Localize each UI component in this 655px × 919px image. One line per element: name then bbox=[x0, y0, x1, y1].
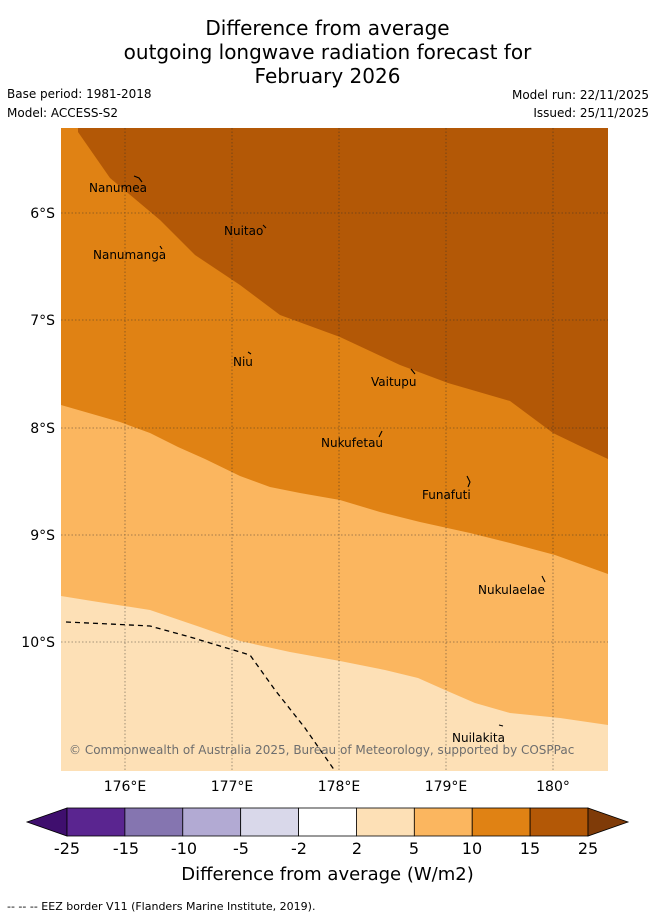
model-name: Model: ACCESS-S2 bbox=[7, 106, 119, 120]
latitude-labels: 6°S 7°S 8°S 9°S 10°S bbox=[21, 206, 55, 651]
colorbar-tick-label: -5 bbox=[233, 839, 249, 858]
place-label-nuilakita: Nuilakita bbox=[452, 731, 505, 745]
place-label-nukufetau: Nukufetau bbox=[321, 436, 383, 450]
field-2-5 bbox=[61, 596, 608, 771]
field-15-25 bbox=[78, 128, 608, 459]
title-line-1: Difference from average bbox=[205, 16, 450, 40]
island-shape bbox=[466, 475, 471, 488]
lat-label: 7°S bbox=[30, 313, 55, 329]
colorbar-segment bbox=[471, 807, 531, 837]
lon-label: 179°E bbox=[425, 779, 468, 795]
colorbar-segment bbox=[124, 807, 184, 837]
longitude-labels: 176°E 177°E 178°E 179°E 180° bbox=[104, 779, 570, 795]
title-line-3: February 2026 bbox=[254, 64, 401, 88]
issued-date: Issued: 25/11/2025 bbox=[533, 106, 649, 120]
colorbar-segment bbox=[182, 807, 242, 837]
colorbar-tick-label: -15 bbox=[112, 839, 140, 858]
place-label-niu: Niu bbox=[233, 355, 253, 369]
model-run: Model run: 22/11/2025 bbox=[511, 88, 649, 102]
lon-label: 177°E bbox=[211, 779, 254, 795]
colorbar-tick-label: -25 bbox=[53, 839, 81, 858]
colorbar-segment bbox=[66, 807, 126, 837]
map-title: Difference from average outgoing longwav… bbox=[0, 16, 655, 88]
title-line-2: outgoing longwave radiation forecast for bbox=[123, 40, 532, 64]
colorbar-tick-label: 15 bbox=[519, 839, 541, 858]
place-label-vaitupu: Vaitupu bbox=[371, 375, 417, 389]
island-shape bbox=[498, 724, 504, 727]
place-label-nanumea: Nanumea bbox=[89, 181, 147, 195]
colorbar-tick-label: 2 bbox=[351, 839, 363, 858]
colorbar-tick-label: -2 bbox=[291, 839, 307, 858]
island-shape bbox=[541, 575, 546, 583]
lat-label: 6°S bbox=[30, 206, 55, 222]
colorbar-segment bbox=[413, 807, 473, 837]
place-label-funafuti: Funafuti bbox=[422, 488, 471, 502]
lon-label: 180° bbox=[536, 779, 570, 795]
island-shape bbox=[262, 224, 267, 229]
place-label-nukulaelae: Nukulaelae bbox=[478, 583, 545, 597]
place-labels: Nanumea Nuitao Nanumanga Niu Vaitupu Nuk… bbox=[89, 181, 545, 745]
island-shapes bbox=[133, 175, 546, 727]
island-shape bbox=[133, 175, 143, 183]
eez-border-line bbox=[65, 621, 336, 772]
colorbar-extend-high bbox=[587, 807, 630, 837]
colorbar-segment bbox=[298, 807, 357, 837]
colorbar-extend-low bbox=[25, 807, 68, 837]
graticule bbox=[61, 128, 608, 771]
credit-text: © Commonwealth of Australia 2025, Bureau… bbox=[69, 743, 575, 757]
eez-footnote: -- -- -- EEZ border V11 (Flanders Marine… bbox=[7, 900, 316, 913]
lon-label: 176°E bbox=[104, 779, 147, 795]
island-shape bbox=[247, 351, 252, 355]
place-label-nanumanga: Nanumanga bbox=[93, 248, 166, 262]
lat-label: 10°S bbox=[21, 635, 55, 651]
colorbar-title: Difference from average (W/m2) bbox=[181, 864, 474, 885]
colorbar-segment bbox=[356, 807, 415, 837]
place-label-nuitao: Nuitao bbox=[224, 224, 263, 238]
island-shape bbox=[378, 430, 383, 438]
base-period: Base period: 1981-2018 bbox=[7, 87, 152, 101]
colorbar-tick-label: 5 bbox=[408, 839, 420, 858]
island-shape bbox=[410, 368, 416, 375]
colorbar-tick-label: 25 bbox=[577, 839, 599, 858]
colorbar-segment bbox=[529, 807, 589, 837]
colorbar-tick-label: -10 bbox=[170, 839, 198, 858]
colorbar-segment bbox=[240, 807, 299, 837]
lon-label: 178°E bbox=[318, 779, 361, 795]
lat-label: 8°S bbox=[30, 421, 55, 437]
island-shape bbox=[159, 245, 163, 250]
colorbar-tick-label: 10 bbox=[461, 839, 483, 858]
colorbar bbox=[25, 807, 630, 837]
lat-label: 9°S bbox=[30, 528, 55, 544]
contour-fields bbox=[61, 128, 608, 771]
